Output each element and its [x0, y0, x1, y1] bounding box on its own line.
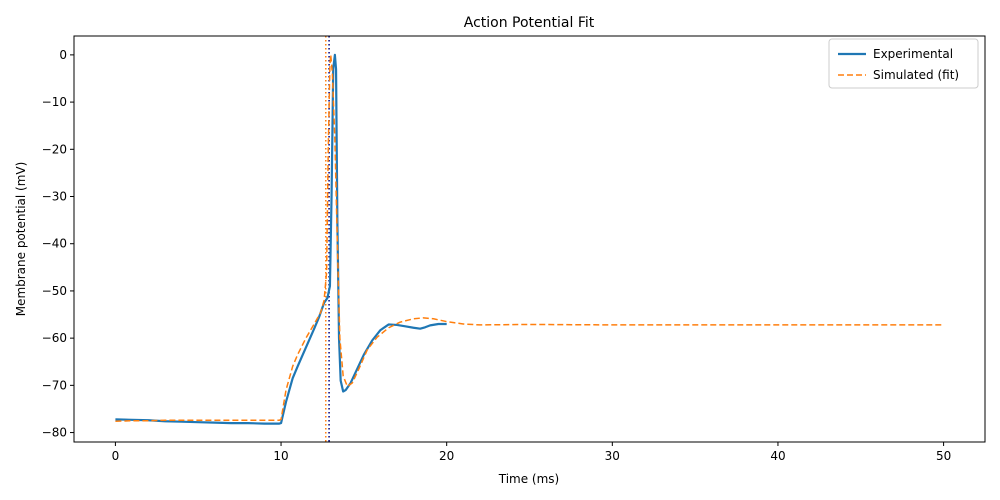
plot-area [115, 36, 944, 442]
y-tick-label: −80 [42, 426, 67, 440]
y-tick-label: −50 [42, 284, 67, 298]
chart-title: Action Potential Fit [464, 15, 595, 31]
series-line-experimental [115, 53, 447, 425]
y-axis-label: Membrane potential (mV) [14, 162, 28, 317]
y-tick-label: −40 [42, 237, 67, 251]
series-line-simulated-fit [115, 54, 944, 422]
x-tick-label: 10 [273, 449, 288, 463]
x-axis-label: Time (ms) [498, 472, 560, 486]
axes-frame [73, 35, 986, 443]
legend-box [828, 38, 979, 89]
legend: Experimental Simulated (fit) [828, 38, 979, 89]
x-tick-label: 50 [936, 449, 951, 463]
x-tick-label: 20 [439, 449, 454, 463]
legend-label-experimental: Experimental [873, 47, 953, 61]
x-axis-ticks: 0 10 20 30 40 50 [112, 442, 951, 463]
x-tick-label: 30 [605, 449, 620, 463]
x-tick-label: 0 [112, 449, 120, 463]
y-tick-label: −30 [42, 190, 67, 204]
y-tick-label: 0 [59, 48, 67, 62]
y-axis-ticks: 0 −10 −20 −30 −40 −50 −60 −70 −80 [42, 48, 74, 440]
y-tick-label: −20 [42, 142, 67, 156]
x-tick-label: 40 [770, 449, 785, 463]
axes: 0 10 20 30 40 50 0 −10 −20 −30 −40 −50 −60 −70 −80 [42, 35, 986, 463]
legend-label-simulated: Simulated (fit) [873, 68, 959, 82]
y-tick-label: −60 [42, 331, 67, 345]
y-tick-label: −10 [42, 95, 67, 109]
y-tick-label: −70 [42, 378, 67, 392]
